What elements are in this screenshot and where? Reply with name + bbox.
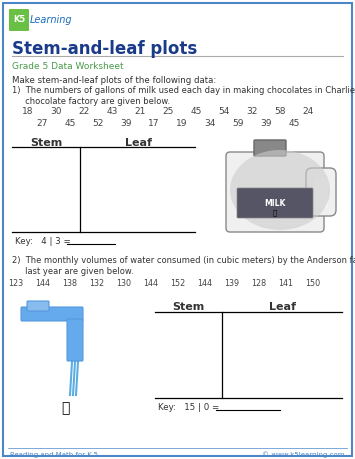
FancyBboxPatch shape	[3, 3, 352, 456]
Text: Key:   4 | 3 =: Key: 4 | 3 =	[15, 237, 71, 246]
Text: Learning: Learning	[30, 15, 73, 25]
FancyBboxPatch shape	[226, 152, 324, 232]
Text: Stem-and-leaf plots: Stem-and-leaf plots	[12, 40, 197, 58]
Text: 138: 138	[62, 279, 77, 287]
Text: 39: 39	[260, 118, 272, 128]
Text: 130: 130	[116, 279, 131, 287]
FancyBboxPatch shape	[314, 177, 328, 208]
Text: © www.k5learning.com: © www.k5learning.com	[262, 452, 345, 459]
Text: 150: 150	[305, 279, 321, 287]
Text: K5: K5	[13, 16, 25, 24]
Text: MILK: MILK	[264, 198, 286, 207]
Text: 19: 19	[176, 118, 188, 128]
Text: 24: 24	[302, 106, 313, 116]
Text: Leaf: Leaf	[269, 302, 296, 312]
Text: Make stem-and-leaf plots of the following data:: Make stem-and-leaf plots of the followin…	[12, 76, 216, 85]
Text: 🐄: 🐄	[273, 210, 277, 216]
Text: chocolate factory are given below.: chocolate factory are given below.	[12, 97, 170, 106]
Text: 25: 25	[162, 106, 174, 116]
Text: 144: 144	[143, 279, 158, 287]
FancyBboxPatch shape	[9, 9, 29, 31]
Text: Grade 5 Data Worksheet: Grade 5 Data Worksheet	[12, 62, 124, 71]
Text: 58: 58	[274, 106, 286, 116]
FancyBboxPatch shape	[21, 307, 83, 321]
Text: 152: 152	[170, 279, 186, 287]
Text: 54: 54	[218, 106, 230, 116]
Text: 34: 34	[204, 118, 216, 128]
Text: 2)  The monthly volumes of water consumed (in cubic meters) by the Anderson fami: 2) The monthly volumes of water consumed…	[12, 256, 355, 265]
Text: 52: 52	[92, 118, 104, 128]
Text: 1)  The numbers of gallons of milk used each day in making chocolates in Charlie: 1) The numbers of gallons of milk used e…	[12, 86, 355, 95]
FancyBboxPatch shape	[254, 140, 286, 156]
Text: 139: 139	[224, 279, 240, 287]
Text: 128: 128	[251, 279, 267, 287]
Text: 👐: 👐	[61, 401, 69, 415]
Text: Stem: Stem	[30, 138, 62, 148]
Text: Reading and Math for K-5: Reading and Math for K-5	[10, 452, 98, 458]
Text: 21: 21	[134, 106, 146, 116]
Text: 123: 123	[9, 279, 23, 287]
FancyBboxPatch shape	[27, 301, 49, 311]
Text: 144: 144	[36, 279, 50, 287]
Text: 39: 39	[120, 118, 132, 128]
Text: 18: 18	[22, 106, 34, 116]
Text: Leaf: Leaf	[125, 138, 152, 148]
Text: 132: 132	[89, 279, 105, 287]
FancyBboxPatch shape	[67, 319, 83, 361]
Text: 45: 45	[64, 118, 76, 128]
Text: 17: 17	[148, 118, 160, 128]
Text: 30: 30	[50, 106, 62, 116]
Text: Key:   15 | 0 =: Key: 15 | 0 =	[158, 403, 219, 413]
Text: 45: 45	[288, 118, 300, 128]
Text: 59: 59	[232, 118, 244, 128]
Text: 45: 45	[190, 106, 202, 116]
Text: 32: 32	[246, 106, 258, 116]
Text: 43: 43	[106, 106, 118, 116]
Text: Stem: Stem	[172, 302, 204, 312]
FancyBboxPatch shape	[237, 188, 313, 218]
Text: 141: 141	[279, 279, 294, 287]
Text: last year are given below.: last year are given below.	[12, 267, 133, 276]
Text: 144: 144	[197, 279, 213, 287]
Ellipse shape	[230, 150, 330, 230]
Text: 22: 22	[78, 106, 89, 116]
Text: 27: 27	[36, 118, 48, 128]
FancyBboxPatch shape	[306, 168, 336, 216]
